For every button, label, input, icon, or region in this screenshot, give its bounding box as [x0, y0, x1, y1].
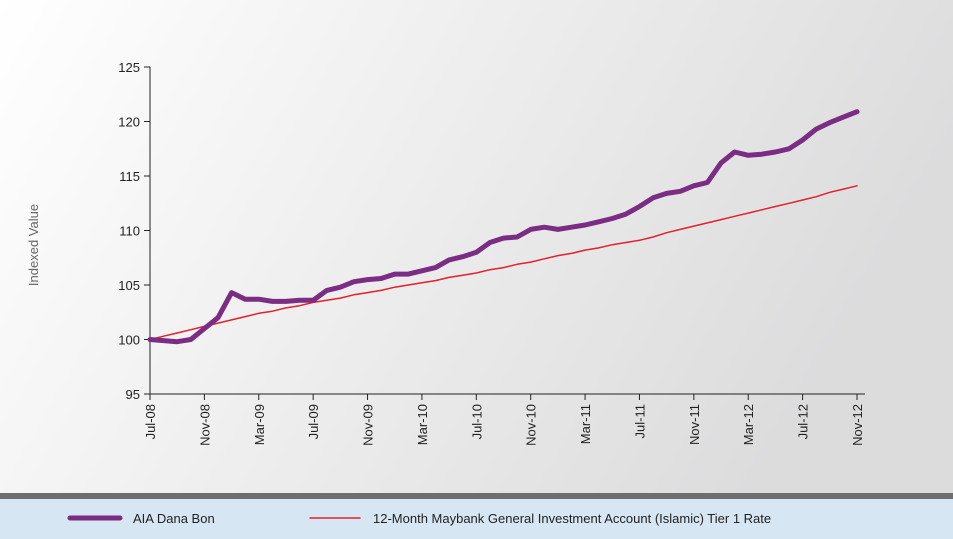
x-tick-label: Jul-09 — [306, 404, 321, 439]
legend-label: AIA Dana Bon — [133, 511, 215, 526]
y-tick-label: 105 — [118, 278, 140, 293]
legend-band — [0, 499, 953, 539]
x-tick-label: Nov-12 — [850, 404, 865, 446]
x-tick-label: Nov-09 — [361, 404, 376, 446]
divider-bar — [0, 493, 953, 499]
x-tick-label: Nov-10 — [524, 404, 539, 446]
x-tick-label: Jul-10 — [469, 404, 484, 439]
x-tick-label: Jul-08 — [143, 404, 158, 439]
y-tick-label: 115 — [119, 169, 140, 184]
x-tick-label: Mar-09 — [252, 404, 267, 445]
y-tick-label: 110 — [119, 224, 140, 239]
plot-background — [0, 0, 953, 493]
x-tick-label: Nov-11 — [687, 404, 702, 445]
x-tick-label: Jul-12 — [796, 404, 811, 439]
series-line — [147, 109, 860, 345]
x-tick-label: Mar-12 — [741, 404, 756, 445]
y-tick-label: 100 — [118, 333, 140, 348]
x-tick-label: Mar-10 — [415, 404, 430, 445]
series-line — [149, 185, 858, 341]
y-tick-label: 125 — [118, 60, 140, 75]
legend-label: 12-Month Maybank General Investment Acco… — [373, 511, 771, 526]
y-tick-label: 95 — [126, 387, 140, 402]
x-tick-label: Mar-11 — [578, 404, 593, 444]
y-axis-label: Indexed Value — [26, 204, 41, 286]
x-tick-label: Jul-11 — [632, 404, 647, 438]
y-tick-label: 120 — [118, 115, 140, 130]
x-tick-label: Nov-08 — [197, 404, 212, 446]
